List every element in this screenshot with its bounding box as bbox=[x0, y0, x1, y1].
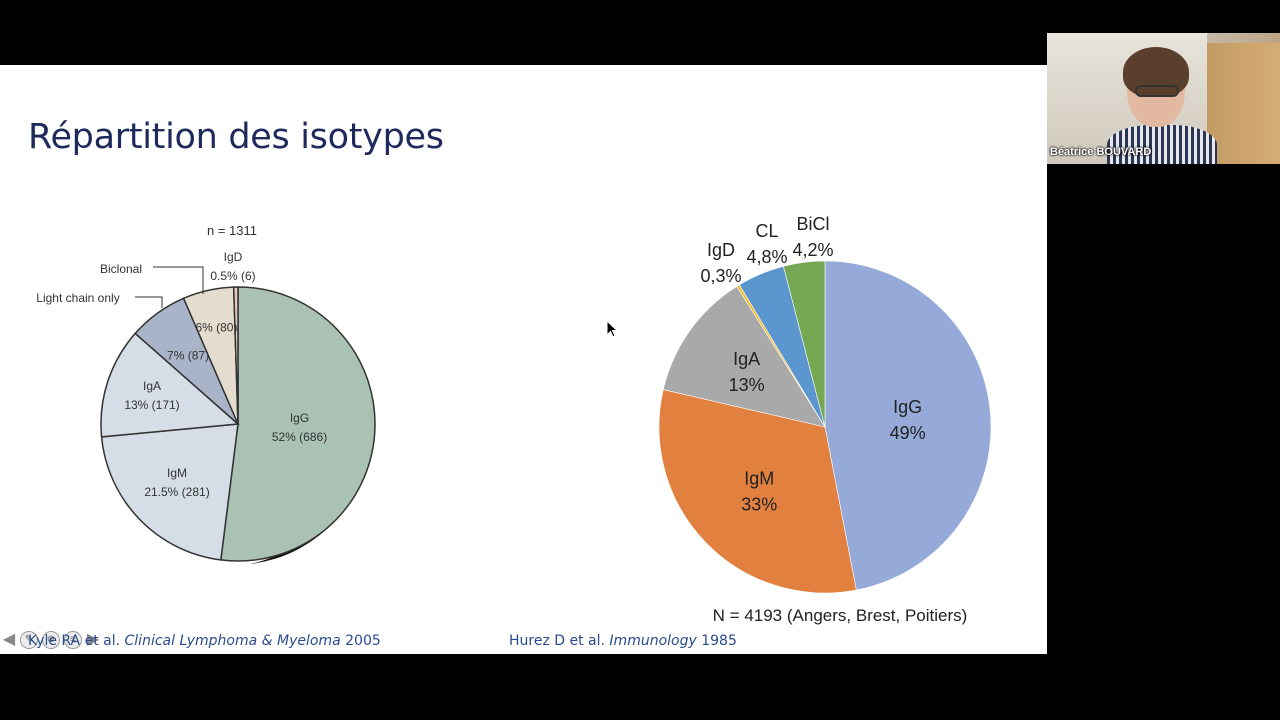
pie-slice-igm bbox=[658, 389, 857, 594]
chart-caption-n: N = 4193 (Angers, Brest, Poitiers) bbox=[713, 606, 968, 625]
pie-slice-igm bbox=[100, 423, 239, 561]
slice-label-0: IgG 52% (686) bbox=[272, 411, 327, 444]
slice-label-3: 7% (87) bbox=[167, 348, 209, 362]
leader-line-biclonal bbox=[153, 266, 204, 294]
slide-nav-controls[interactable]: ◀ ✎ ⊕ ≡ ▶ bbox=[2, 631, 100, 649]
citation-hurez: Hurez D et al. Immunology 1985 bbox=[509, 633, 737, 649]
citation-kyle-journal: Clinical Lymphoma & Myeloma bbox=[124, 633, 341, 649]
webcam-participant-name: Béatrice BOUVARD bbox=[1050, 146, 1152, 158]
citation-kyle-authors: Kyle RA et al. bbox=[28, 633, 121, 649]
pie-slice-iga bbox=[100, 332, 240, 438]
slice-label-2: IgA 13% (171) bbox=[124, 379, 179, 412]
slice-label-igd: IgD 0.5% (6) bbox=[210, 250, 255, 283]
slice-label-iga: IgA 13% bbox=[729, 349, 765, 395]
pie-slice-igg bbox=[824, 260, 992, 591]
pie-slice-iga bbox=[662, 285, 826, 428]
slice-label-4: 6% (80) bbox=[195, 321, 237, 335]
chart-hurez: IgG 49% IgM 33% IgA 13% IgD 0,3%CL 4,8%BiCl 4,2% N… bbox=[658, 214, 992, 625]
webcam-glasses bbox=[1135, 85, 1179, 97]
slice-label-1: IgM 21.5% (281) bbox=[144, 466, 209, 499]
pie-slice-igd bbox=[232, 286, 239, 425]
citation-hurez-authors: Hurez D et al. bbox=[509, 633, 605, 649]
citation-kyle: Kyle RA et al. Clinical Lymphoma & Myelo… bbox=[28, 633, 381, 649]
citation-hurez-year: 1985 bbox=[701, 633, 737, 649]
next-slide-icon[interactable]: ▶ bbox=[86, 631, 100, 648]
slice-label-cl: CL 4,8% bbox=[746, 221, 787, 267]
slice-label-bicl: BiCl 4,2% bbox=[792, 214, 833, 260]
pie-slice-bicl bbox=[783, 260, 826, 428]
zoom-icon[interactable]: ⊕ bbox=[42, 631, 60, 649]
webcam-cabinet bbox=[1207, 43, 1280, 164]
label-light-chain: Light chain only bbox=[36, 291, 119, 305]
chart-kyle: IgG 52% (686) IgM 21.5% (281) IgA 13% (171) 7%… bbox=[36, 223, 376, 564]
chart-title-n: n = 1311 bbox=[207, 223, 257, 238]
label-biclonal: Biclonal bbox=[100, 262, 142, 276]
webcam-person-body bbox=[1107, 125, 1217, 164]
citation-hurez-journal: Immunology bbox=[609, 633, 697, 649]
slice-label-igm: IgM 33% bbox=[741, 468, 777, 514]
pen-icon[interactable]: ✎ bbox=[20, 631, 38, 649]
webcam-thumbnail[interactable]: Béatrice BOUVARD bbox=[1047, 33, 1280, 164]
menu-icon[interactable]: ≡ bbox=[64, 631, 82, 649]
pie-slice-igg bbox=[219, 286, 376, 562]
slice-label-igd: IgD 0,3% bbox=[700, 240, 741, 286]
leader-line-light-chain bbox=[135, 296, 163, 308]
citation-kyle-year: 2005 bbox=[345, 633, 381, 649]
slice-label-igg: IgG 49% bbox=[890, 397, 926, 443]
presentation-slide: Répartition des isotypes IgG 52% (686) IgM… bbox=[0, 65, 1047, 654]
prev-slide-icon[interactable]: ◀ bbox=[2, 631, 16, 648]
mouse-cursor-icon bbox=[606, 320, 618, 338]
slide-title: Répartition des isotypes bbox=[28, 117, 444, 157]
